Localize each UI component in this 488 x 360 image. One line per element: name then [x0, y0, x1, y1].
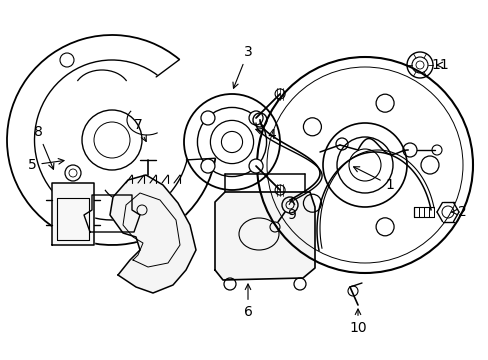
Text: 7: 7 — [133, 118, 146, 141]
Text: 8: 8 — [34, 125, 54, 169]
Text: 9: 9 — [287, 199, 296, 222]
Text: 4: 4 — [255, 128, 276, 142]
Text: 2: 2 — [451, 205, 466, 219]
Polygon shape — [110, 175, 196, 293]
Polygon shape — [52, 183, 94, 245]
Text: 1: 1 — [353, 167, 394, 192]
Circle shape — [248, 111, 263, 125]
Circle shape — [248, 159, 263, 173]
Text: 5: 5 — [27, 158, 64, 172]
Text: 10: 10 — [348, 309, 366, 335]
Text: 11: 11 — [430, 58, 448, 72]
Text: 6: 6 — [243, 284, 252, 319]
Text: 3: 3 — [232, 45, 252, 88]
Polygon shape — [215, 192, 314, 280]
Circle shape — [201, 159, 215, 173]
Circle shape — [201, 111, 215, 125]
